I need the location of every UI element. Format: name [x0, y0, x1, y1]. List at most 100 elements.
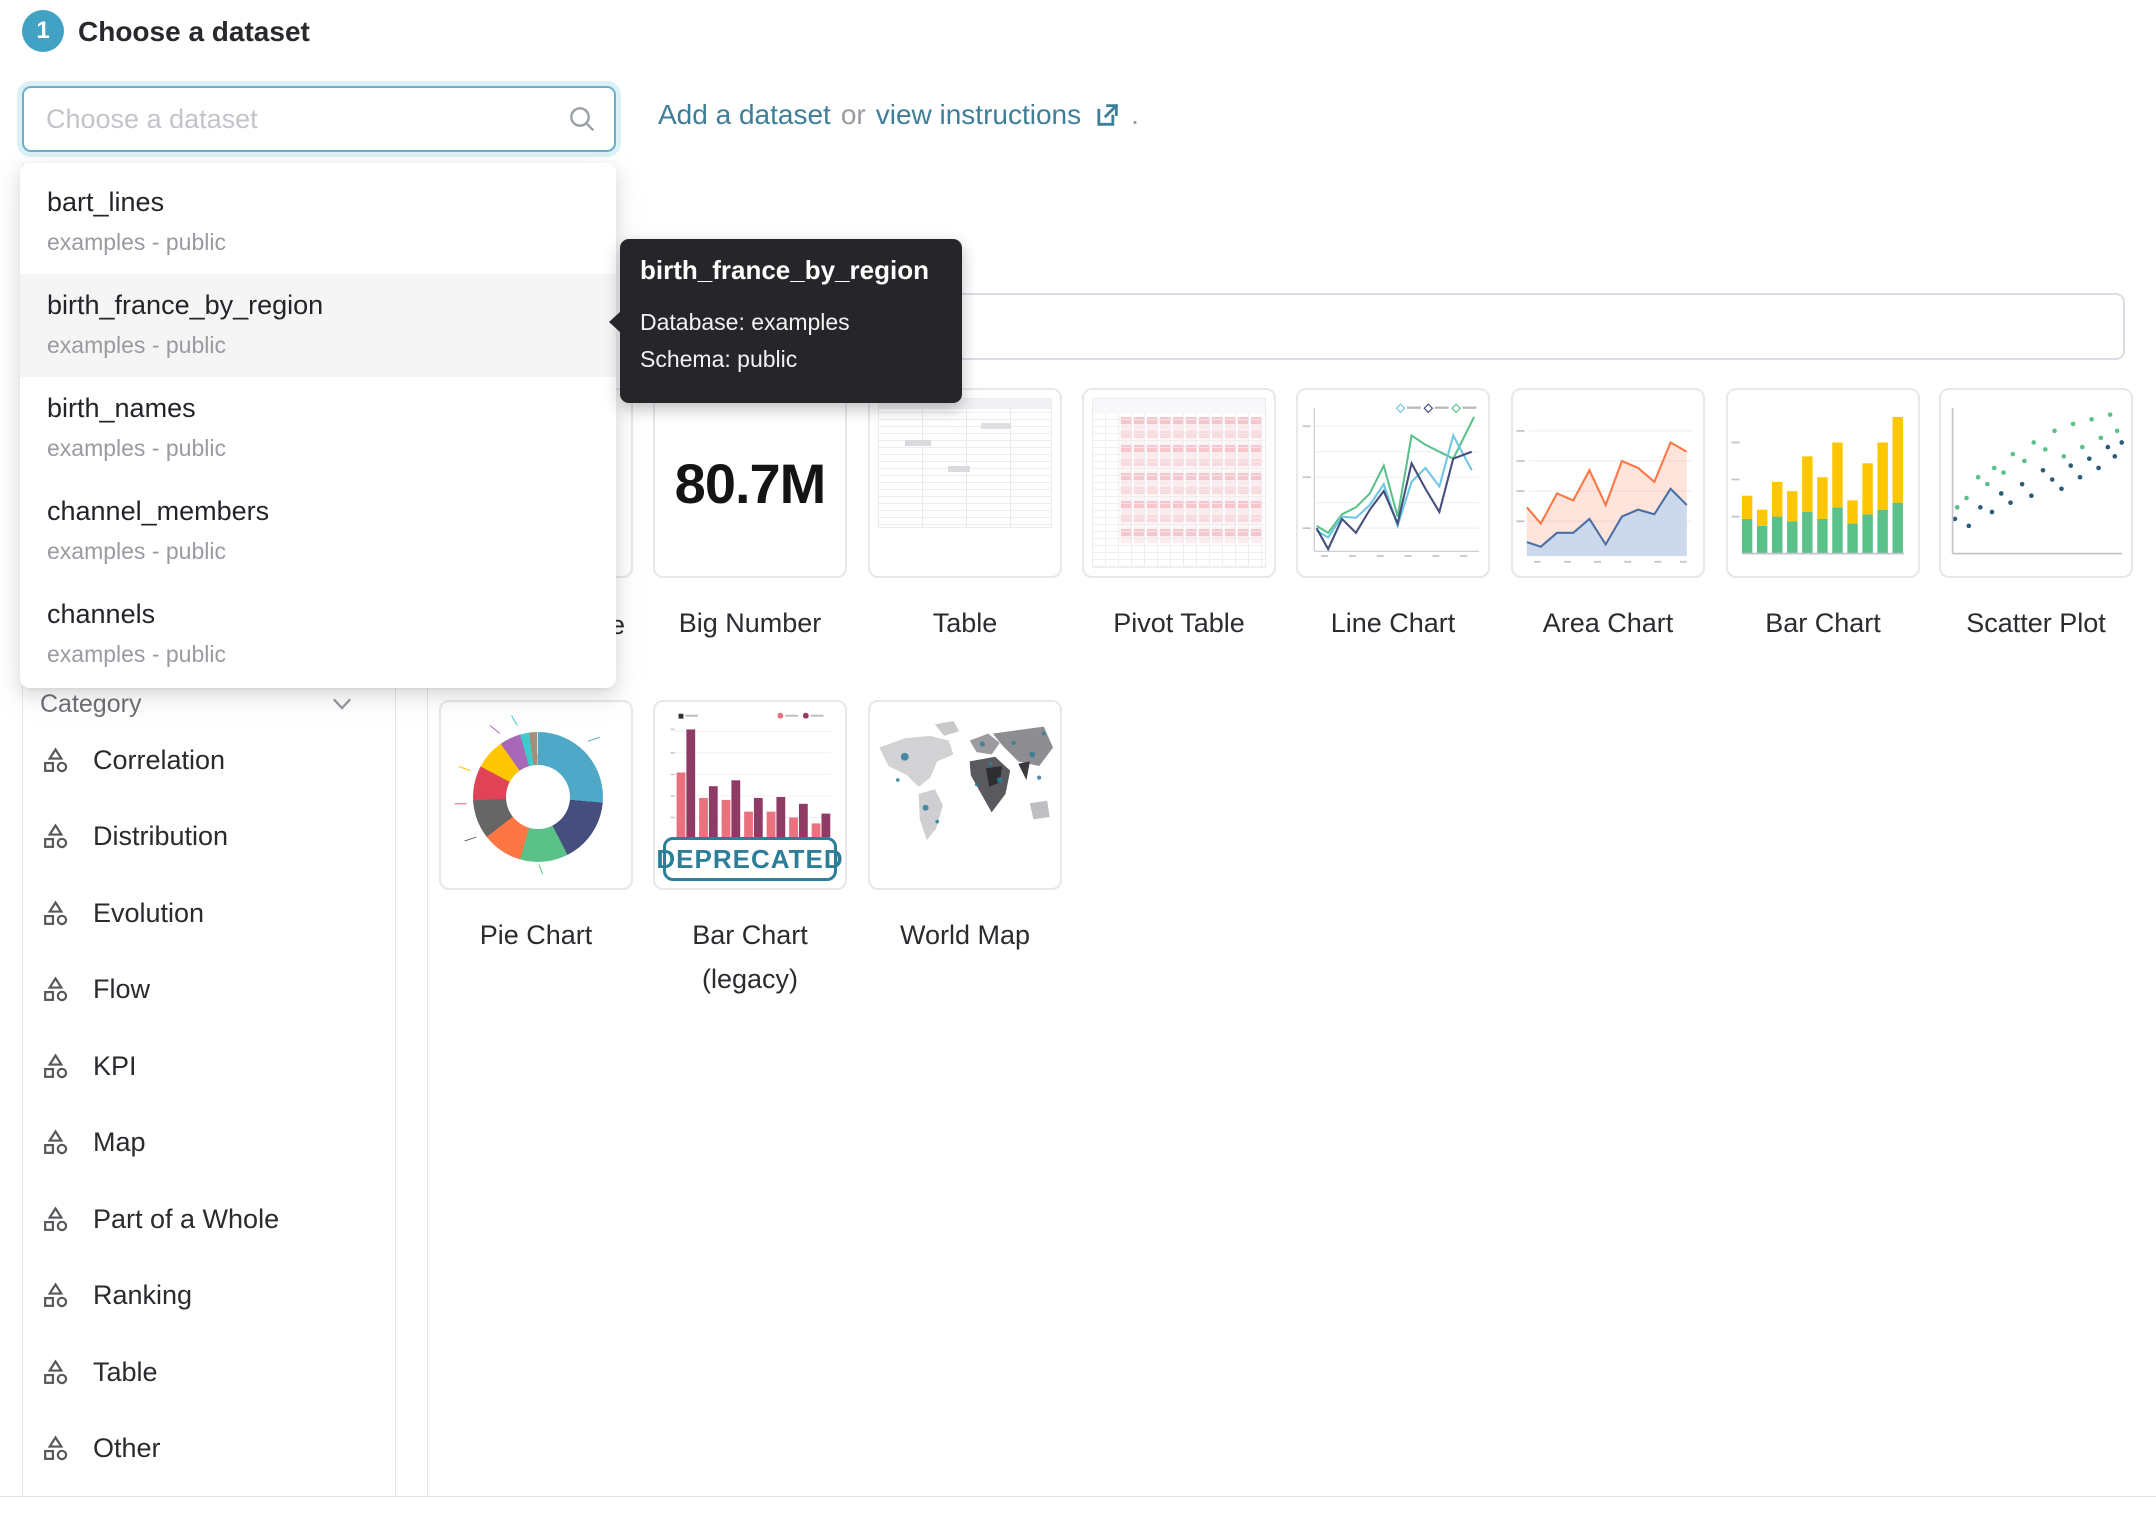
pie-chart-thumbnail[interactable] [439, 700, 633, 890]
table-thumbnail-grid [878, 398, 1052, 528]
dropdown-option-birth-france-by-region[interactable]: birth_france_by_region examples - public [20, 274, 616, 377]
category-shapes-icon [40, 1280, 71, 1311]
tile-line-chart[interactable]: Line Chart [1296, 388, 1490, 644]
deprecated-badge: DEPRECATED [656, 837, 843, 881]
dataset-source: examples - public [47, 435, 226, 461]
table-thumbnail[interactable] [868, 388, 1062, 578]
area-chart-thumbnail[interactable] [1511, 388, 1705, 578]
dataset-name: channel_members [47, 496, 270, 526]
dropdown-option-channels[interactable]: channels examples - public [20, 583, 616, 686]
panel-divider [427, 163, 428, 1496]
category-shapes-icon [40, 974, 71, 1005]
section-bottom-border [0, 1496, 2156, 1497]
category-shapes-icon [40, 1127, 71, 1158]
tile-label-suffix: (legacy) [701, 964, 799, 994]
category-shapes-icon [40, 1204, 71, 1235]
big-number-thumbnail[interactable]: 80.7M [653, 388, 847, 578]
tile-pivot-table[interactable]: Pivot Table [1082, 388, 1276, 644]
tooltip-arrow [609, 311, 621, 333]
sidebar-item-label: Ranking [93, 1279, 193, 1310]
sidebar-item-evolution[interactable]: Evolution [40, 891, 370, 935]
tile-label: Scatter Plot [1966, 608, 2106, 638]
bar-chart-legacy-thumbnail[interactable]: DEPRECATED [653, 700, 847, 890]
tile-label: Bar Chart [692, 920, 808, 950]
tile-area-chart[interactable]: Area Chart [1511, 388, 1705, 644]
pie-donut-graphic [473, 732, 603, 862]
tile-label: World Map [899, 920, 1031, 950]
pivot-table-thumbnail[interactable] [1082, 388, 1276, 578]
sidebar-item-label: Part of a Whole [93, 1203, 280, 1234]
sidebar-item-part-of-a-whole[interactable]: Part of a Whole [40, 1197, 370, 1241]
dataset-name: birth_france_by_region [47, 290, 324, 320]
line-chart-thumbnail[interactable] [1296, 388, 1490, 578]
dataset-name: channels [47, 599, 156, 629]
sidebar-right-border [395, 163, 396, 1496]
tooltip-database: Database: examples [640, 309, 850, 335]
dataset-name: birth_names [47, 393, 196, 423]
dropdown-option-bart-lines[interactable]: bart_lines examples - public [20, 171, 616, 274]
tile-label: Pie Chart [479, 920, 593, 950]
sidebar-item-kpi[interactable]: KPI [40, 1044, 370, 1088]
category-shapes-icon [40, 1051, 71, 1082]
search-icon [566, 103, 598, 135]
step-number-badge: 1 [22, 10, 64, 52]
sidebar-left-border [22, 163, 23, 1496]
tile-label: Bar Chart [1765, 608, 1881, 638]
category-section-header[interactable]: Category [40, 690, 142, 718]
dropdown-option-birth-names[interactable]: birth_names examples - public [20, 377, 616, 480]
world-map-thumbnail[interactable] [868, 700, 1062, 890]
dataset-source: examples - public [47, 538, 226, 564]
tile-label: Table [932, 608, 998, 638]
dataset-name: bart_lines [47, 187, 165, 217]
dataset-source: examples - public [47, 641, 226, 667]
sidebar-item-label: Correlation [93, 744, 226, 775]
tile-table[interactable]: Table [868, 388, 1062, 644]
separator-text: or [840, 99, 866, 130]
tile-bar-chart[interactable]: Bar Chart [1726, 388, 1920, 644]
sidebar-item-other[interactable]: Other [40, 1426, 370, 1470]
dataset-source: examples - public [47, 332, 226, 358]
category-shapes-icon [40, 898, 71, 929]
tile-pie-chart[interactable]: Pie Chart [439, 700, 633, 956]
sidebar-item-map[interactable]: Map [40, 1120, 370, 1164]
tooltip-schema: Schema: public [640, 346, 798, 372]
sidebar-item-label: Other [93, 1432, 161, 1463]
dataset-actions: Add a dataset or view instructions . [658, 99, 1139, 131]
tile-world-map[interactable]: World Map [868, 700, 1062, 956]
period-text: . [1131, 99, 1139, 130]
page-title: Choose a dataset [78, 16, 310, 47]
category-shapes-icon [40, 1357, 71, 1388]
tile-label: Line Chart [1330, 608, 1456, 638]
tile-big-number[interactable]: 80.7M Big Number [653, 388, 847, 644]
sidebar-item-flow[interactable]: Flow [40, 967, 370, 1011]
pivot-thumbnail-grid [1092, 398, 1266, 568]
category-shapes-icon [40, 1433, 71, 1464]
sidebar-item-distribution[interactable]: Distribution [40, 814, 370, 858]
category-shapes-icon [40, 745, 71, 776]
add-dataset-link[interactable]: Add a dataset [658, 99, 831, 130]
sidebar-item-label: KPI [93, 1050, 137, 1081]
sidebar-item-correlation[interactable]: Correlation [40, 738, 370, 782]
dataset-source: examples - public [47, 229, 226, 255]
chevron-down-icon[interactable] [328, 690, 356, 718]
tile-label: Area Chart [1542, 608, 1674, 638]
dataset-dropdown: bart_lines examples - public birth_franc… [20, 163, 616, 688]
sidebar-item-label: Map [93, 1126, 146, 1157]
bar-chart-thumbnail[interactable] [1726, 388, 1920, 578]
sidebar-item-ranking[interactable]: Ranking [40, 1273, 370, 1317]
category-shapes-icon [40, 821, 71, 852]
scatter-plot-thumbnail[interactable] [1939, 388, 2133, 578]
tile-scatter-plot[interactable]: Scatter Plot [1939, 388, 2133, 644]
tile-bar-chart-legacy[interactable]: DEPRECATED Bar Chart (legacy) [653, 700, 847, 1000]
dataset-tooltip: birth_france_by_region Database: example… [609, 239, 962, 403]
sidebar-item-label: Flow [93, 973, 151, 1004]
tooltip-title: birth_france_by_region [640, 255, 929, 285]
sidebar-item-label: Evolution [93, 897, 205, 928]
sidebar-item-table[interactable]: Table [40, 1350, 370, 1394]
tile-label: Big Number [678, 608, 822, 638]
dataset-select-input[interactable] [22, 86, 616, 152]
big-number-value: 80.7M [674, 451, 827, 515]
dropdown-option-channel-members[interactable]: channel_members examples - public [20, 480, 616, 583]
external-link-icon[interactable] [1093, 101, 1121, 129]
view-instructions-link[interactable]: view instructions [875, 99, 1082, 130]
